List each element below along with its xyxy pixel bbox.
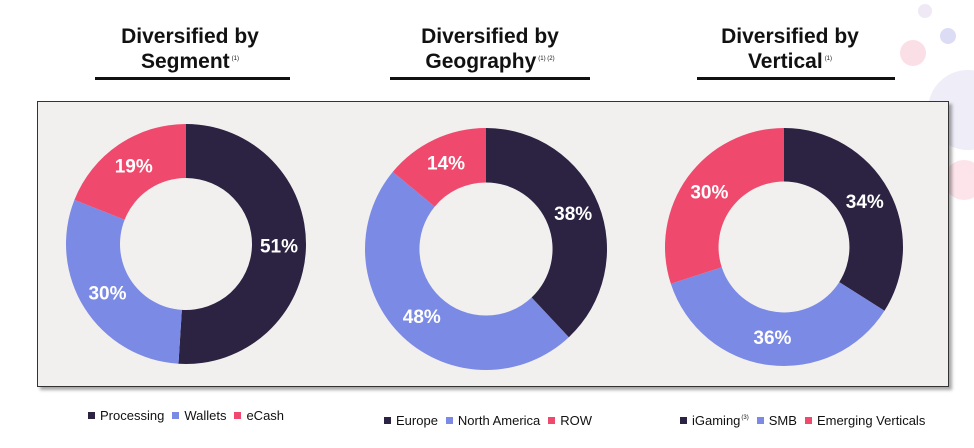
donut-slice-north-america <box>365 171 569 370</box>
data-label: 51% <box>260 236 298 257</box>
title-line-1: Diversified by <box>421 25 559 48</box>
title-underline <box>697 77 895 80</box>
data-label: 34% <box>846 192 884 213</box>
chart-title-segment: Diversified by Segment (1) <box>90 24 290 74</box>
donut-slice-row <box>392 128 486 207</box>
data-label: 14% <box>427 154 465 175</box>
chart-title-geography: Diversified by Geography (1) (2) <box>390 24 590 74</box>
legend-swatch <box>172 412 180 419</box>
title-line-1: Diversified by <box>721 25 859 48</box>
decorative-circle <box>918 4 932 18</box>
footnote-marker: (1) (2) <box>538 56 555 62</box>
legend-swatch <box>548 417 556 424</box>
data-label: 48% <box>403 307 441 328</box>
data-label: 30% <box>88 283 126 304</box>
legend-item: North America <box>445 413 540 428</box>
title-underline <box>390 77 590 80</box>
legend-swatch <box>234 412 242 419</box>
donut-slice-europe <box>486 128 607 338</box>
legend-item: eCash <box>234 408 284 423</box>
legend-item: Processing <box>88 408 164 423</box>
legend-swatch <box>804 417 812 424</box>
donut-chart-vertical: 34% 36% 30% <box>665 128 903 366</box>
donut-slice-smb <box>670 267 885 366</box>
data-label: 36% <box>753 328 791 349</box>
legend-swatch <box>445 417 453 424</box>
data-label: 38% <box>554 204 592 225</box>
donut-slice-wallets <box>66 199 182 364</box>
legend-vertical: iGaming (3) SMB Emerging Verticals <box>680 413 933 428</box>
decorative-circle <box>940 28 956 44</box>
legend-swatch <box>680 417 687 424</box>
title-underline <box>95 77 290 80</box>
chart-title-vertical: Diversified by Vertical (1) <box>690 24 890 74</box>
donut-slice-ecash <box>74 124 186 220</box>
legend-item: Wallets <box>172 408 226 423</box>
title-line-2: Vertical (1) <box>747 50 833 73</box>
legend-item: iGaming (3) <box>680 413 749 428</box>
legend-item: Europe <box>384 413 438 428</box>
data-label: 19% <box>115 157 153 178</box>
decorative-circle <box>900 40 926 66</box>
title-line-1: Diversified by <box>121 25 259 48</box>
legend-swatch <box>88 412 95 419</box>
title-line-2: Geography (1) (2) <box>425 50 555 73</box>
legend-geography: Europe North America ROW <box>384 413 600 428</box>
legend-segment: Processing Wallets eCash <box>88 408 292 423</box>
legend-item: SMB <box>756 413 797 428</box>
footnote-marker: (3) <box>741 414 749 421</box>
title-line-2: Segment (1) <box>140 50 240 73</box>
decorative-circle <box>944 160 974 200</box>
donut-slice-processing <box>178 124 306 364</box>
legend-swatch <box>384 417 391 424</box>
footnote-marker: (1) <box>231 56 240 62</box>
legend-item: Emerging Verticals <box>804 413 925 428</box>
footnote-marker: (1) <box>824 56 833 62</box>
donut-chart-segment: 51% 30% 19% <box>66 124 306 364</box>
donut-slice-emerging-verticals <box>665 128 784 284</box>
legend-item: ROW <box>548 413 592 428</box>
data-label: 30% <box>690 182 728 203</box>
donut-slice-igaming <box>784 128 903 311</box>
donut-chart-geography: 38% 48% 14% <box>365 128 607 370</box>
legend-swatch <box>756 417 764 424</box>
